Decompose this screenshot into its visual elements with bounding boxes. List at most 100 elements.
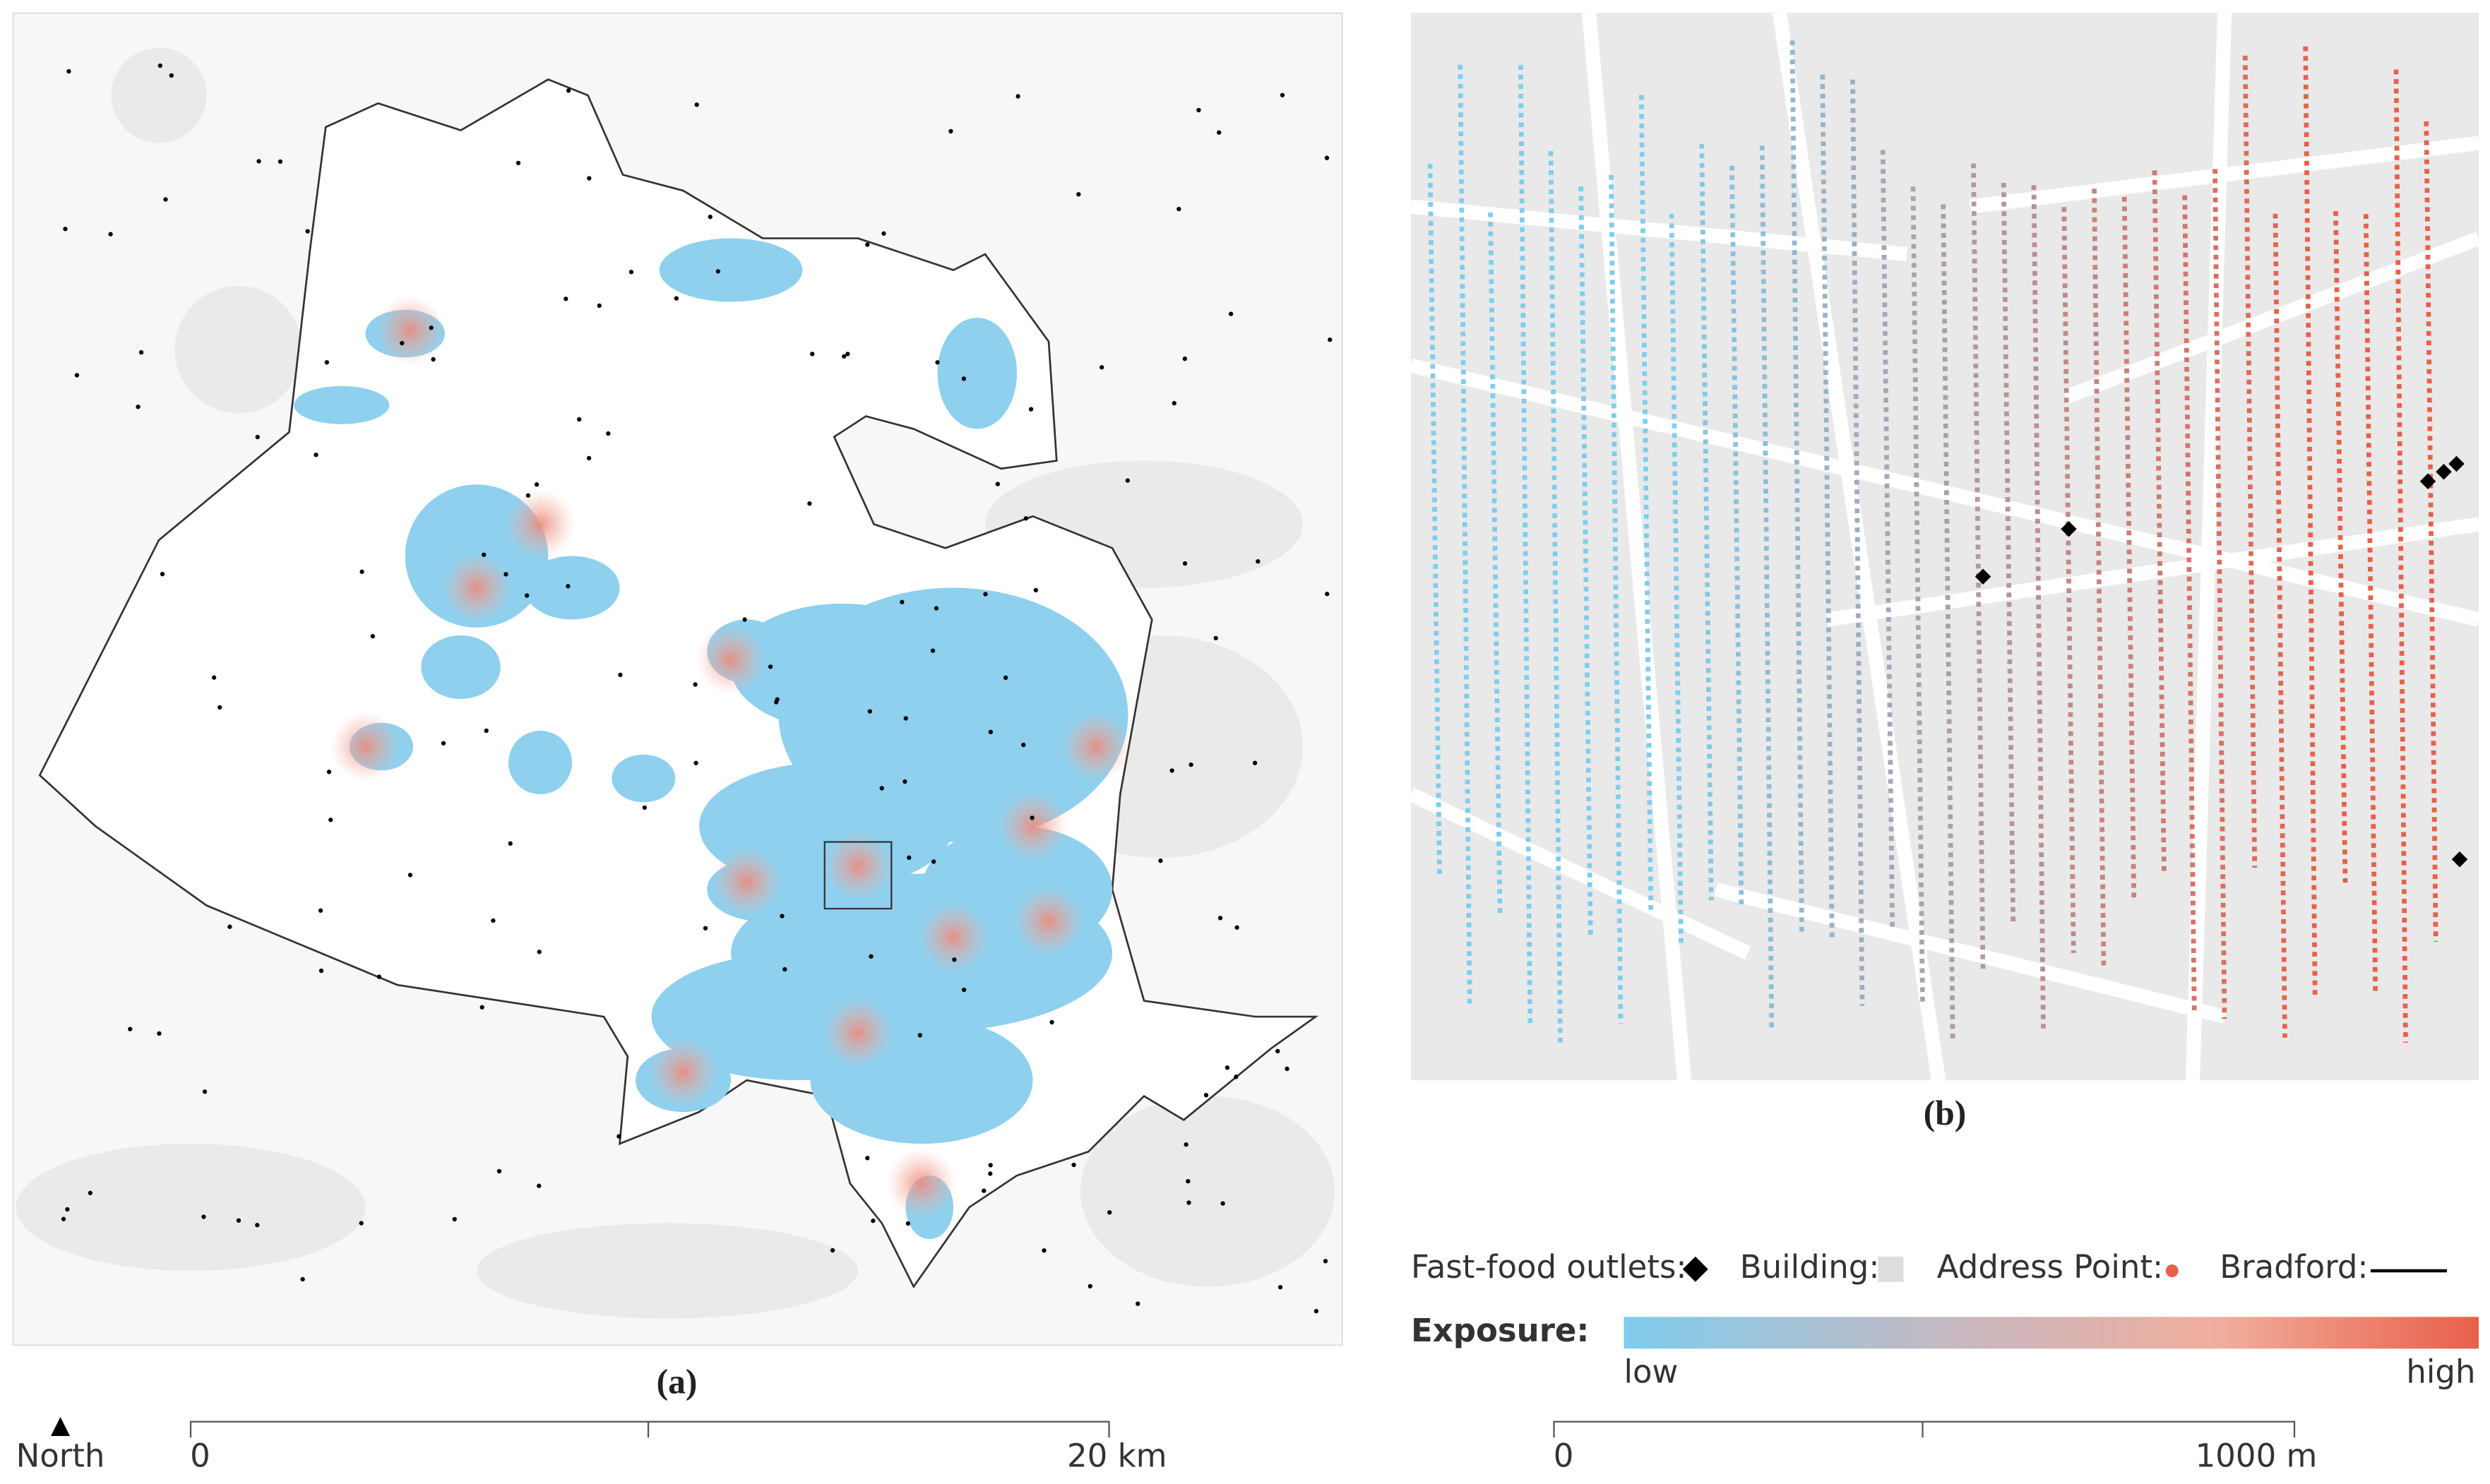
outlet <box>674 296 679 301</box>
exposure-title: Exposure: <box>1411 1312 1589 1349</box>
outlet <box>1125 478 1130 483</box>
outlet <box>780 914 785 918</box>
outlet <box>900 599 905 604</box>
outlet <box>642 805 647 810</box>
area <box>421 635 501 700</box>
outlet <box>782 967 787 972</box>
outlet <box>88 1190 93 1195</box>
outlet <box>566 88 571 93</box>
outlet <box>1275 1048 1280 1054</box>
scale-bar <box>189 1420 1110 1438</box>
panel-label: (b) <box>1924 1094 1967 1132</box>
outlet <box>328 818 333 822</box>
hotspot <box>505 489 576 560</box>
outlet <box>810 352 815 357</box>
legend-label: Address Point: <box>1937 1248 2163 1286</box>
outlet <box>842 354 847 359</box>
outlet <box>2436 464 2452 480</box>
outlet <box>128 1027 133 1031</box>
outlet <box>227 924 232 929</box>
outlet <box>300 1276 305 1282</box>
scale-bar <box>1553 1420 2296 1438</box>
outlet <box>618 672 623 677</box>
outlet <box>61 1216 66 1221</box>
hotspot <box>712 846 782 917</box>
outlet <box>537 950 542 955</box>
outlet <box>988 1171 993 1176</box>
outlet <box>1328 337 1333 342</box>
outlet <box>157 63 162 68</box>
outlet <box>1107 1210 1112 1215</box>
point-row <box>2092 189 2107 968</box>
hotspot <box>696 624 766 695</box>
outlet <box>314 453 318 457</box>
point-row <box>2242 55 2258 868</box>
outlet <box>1313 1309 1319 1314</box>
panel-label: (a) <box>657 1362 698 1401</box>
outlet <box>524 593 530 598</box>
outlet <box>586 455 592 461</box>
outlet <box>359 1221 364 1226</box>
point-row <box>1458 64 1472 1008</box>
outlet <box>318 908 323 913</box>
outlet <box>504 572 508 577</box>
outlet <box>163 197 168 202</box>
outlet <box>1225 1065 1230 1070</box>
outlet <box>629 270 634 275</box>
outlet <box>1184 1142 1189 1147</box>
outlet <box>982 1188 987 1193</box>
outlet <box>1220 1201 1225 1206</box>
map-a <box>13 13 1343 1346</box>
outlet <box>931 859 936 864</box>
outlet <box>407 873 413 878</box>
outlet <box>1285 1066 1289 1072</box>
outlet <box>169 73 174 78</box>
outlet <box>952 957 957 962</box>
outlet <box>961 376 967 381</box>
outlet <box>1100 365 1104 370</box>
outlet <box>452 1216 457 1222</box>
outlet <box>988 729 994 734</box>
outlet <box>525 493 531 498</box>
address-points <box>1427 40 2438 1046</box>
point-row <box>2121 196 2137 898</box>
outlet <box>606 431 611 436</box>
outlet <box>2451 851 2468 868</box>
point-row <box>2303 46 2318 999</box>
scale-end: 20 km <box>1067 1437 1167 1475</box>
hotspot <box>823 998 893 1068</box>
outlet <box>108 232 113 237</box>
outlet <box>1213 635 1218 641</box>
outlet <box>63 227 68 232</box>
outlet <box>1158 858 1163 863</box>
outlet <box>917 1033 922 1038</box>
point-row <box>1548 151 1563 1046</box>
hotspot <box>648 1037 719 1108</box>
outlet <box>1234 1075 1239 1079</box>
point-row <box>1910 186 1925 1003</box>
hotspot <box>918 902 989 973</box>
outlet <box>708 215 713 220</box>
hotspot <box>886 1148 957 1219</box>
point-row <box>2152 170 2167 875</box>
outlet <box>865 1156 870 1161</box>
hotspot <box>375 295 446 366</box>
point-row <box>2333 210 2348 883</box>
outlet <box>768 664 773 669</box>
point-row <box>2212 169 2227 1019</box>
point-row <box>1427 164 1442 878</box>
outlet <box>324 360 329 365</box>
outlet <box>278 159 283 164</box>
outlet <box>255 434 260 440</box>
point-row <box>1820 74 1835 938</box>
point-row <box>1699 143 1714 901</box>
outlet <box>1186 1200 1191 1205</box>
outlet <box>742 617 747 622</box>
outlet <box>211 675 217 680</box>
outlet <box>775 697 780 702</box>
point-row <box>1638 95 1654 913</box>
outlet <box>830 1247 835 1253</box>
outlet <box>218 705 222 710</box>
legend-building <box>1878 1256 1904 1282</box>
